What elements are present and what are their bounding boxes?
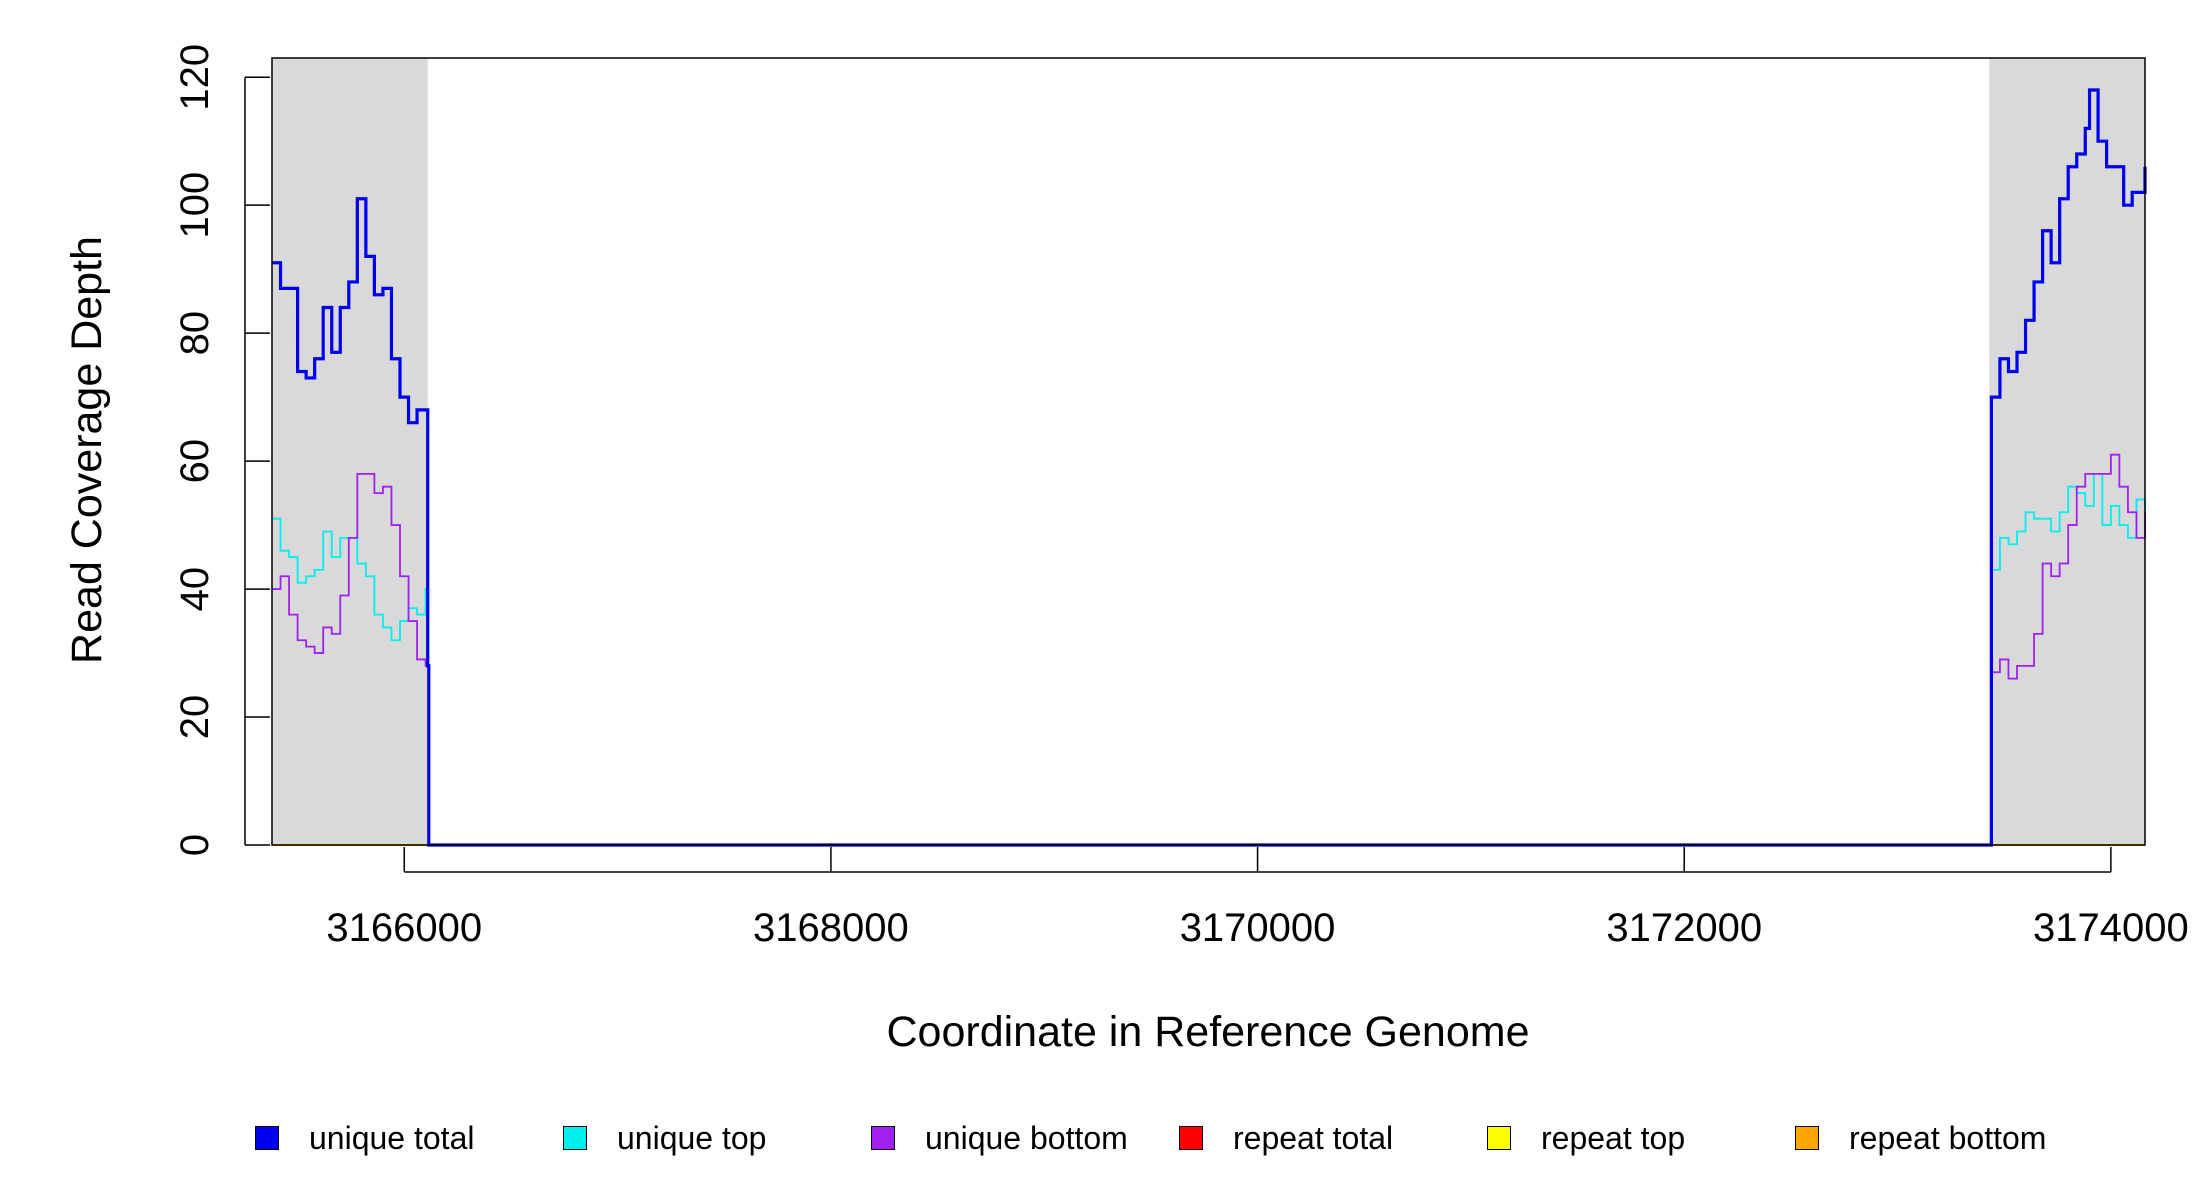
legend-label: unique bottom [925, 1119, 1128, 1156]
series-line-unique-total [272, 88, 2147, 847]
y-axis-label: Read Coverage Depth [63, 236, 111, 664]
series-lines [272, 88, 2147, 847]
x-tick-label: 3166000 [326, 906, 482, 950]
legend-label: repeat bottom [1849, 1119, 2047, 1156]
y-tick-label: 80 [173, 311, 217, 356]
legend: unique total unique top unique bottom repea… [255, 1113, 2155, 1163]
legend-item: unique top [563, 1113, 766, 1163]
shaded-regions [272, 58, 2145, 845]
legend-label: unique total [309, 1119, 475, 1156]
legend-item: repeat total [1179, 1113, 1393, 1163]
legend-item: repeat bottom [1795, 1113, 2046, 1163]
x-axis-label: Coordinate in Reference Genome [887, 1008, 1530, 1056]
legend-label: unique top [617, 1119, 767, 1156]
y-tick-label: 0 [173, 834, 217, 856]
legend-swatch [871, 1126, 895, 1150]
x-tick-label: 3168000 [753, 906, 909, 950]
legend-swatch [1487, 1126, 1511, 1150]
legend-label: repeat top [1541, 1119, 1686, 1156]
legend-item: unique total [255, 1113, 474, 1163]
legend-item: unique bottom [871, 1113, 1128, 1163]
y-tick-label: 40 [173, 567, 217, 612]
series-line-unique-top [272, 472, 2146, 846]
y-tick-label: 100 [173, 172, 217, 239]
y-tick-label: 120 [173, 44, 217, 111]
shaded-region-1 [272, 58, 428, 845]
y-tick-label: 60 [173, 439, 217, 484]
legend-swatch [255, 1126, 279, 1150]
legend-swatch [1179, 1126, 1203, 1150]
legend-item: repeat top [1487, 1113, 1685, 1163]
legend-swatch [1795, 1126, 1819, 1150]
y-tick-label: 20 [173, 695, 217, 740]
series-line-unique-bottom [272, 453, 2146, 846]
axes: 0 20 40 60 80 100 120 3166000 3168000 3170000 3172… [173, 44, 2189, 950]
legend-label: repeat total [1233, 1119, 1394, 1156]
x-tick-label: 3174000 [2033, 906, 2189, 950]
legend-swatch [563, 1126, 587, 1150]
plot-frame [271, 57, 2146, 846]
x-tick-label: 3170000 [1180, 906, 1336, 950]
x-tick-label: 3172000 [1606, 906, 1762, 950]
